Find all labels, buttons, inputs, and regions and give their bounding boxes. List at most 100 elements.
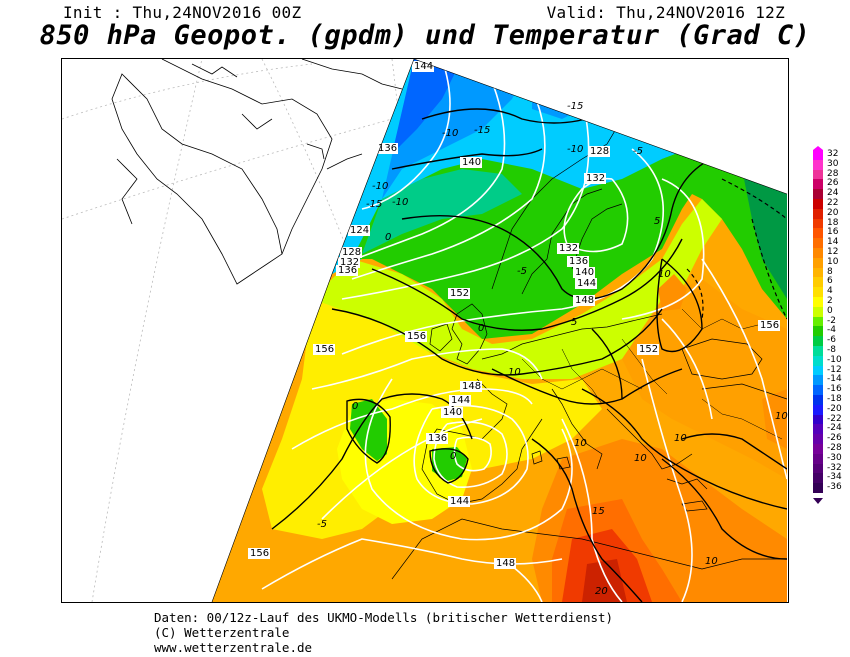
legend-label: -12 (827, 364, 842, 375)
temperature-legend: 32 30 28 26 24 22 20 18 16 14 12 10 8 6 4 2 0 -2 -4 -6 -8 -10… (812, 146, 850, 515)
temperature-label: 10 (674, 433, 687, 444)
legend-entry: -12 (812, 364, 850, 376)
geopotential-label: 144 (451, 395, 470, 406)
legend-label: 10 (827, 256, 839, 267)
temperature-label: 5 (654, 216, 660, 227)
legend-entry: 16 (812, 227, 850, 239)
legend-color-swatch (813, 257, 823, 268)
legend-entry: 14 (812, 237, 850, 248)
legend-entry: -24 (812, 423, 850, 435)
geopotential-label: 132 (559, 243, 578, 254)
geopotential-label: 140 (462, 157, 481, 168)
legend-entry: 28 (812, 169, 850, 180)
geopotential-label: 140 (575, 267, 594, 278)
legend-entry: -34 (812, 472, 850, 484)
legend-label: 6 (827, 276, 833, 287)
geopotential-label: 144 (577, 278, 596, 289)
legend-label: -6 (827, 335, 836, 346)
legend-entry: -22 (812, 414, 850, 425)
legend-color-swatch (813, 336, 823, 346)
legend-color-swatch (813, 395, 823, 405)
legend-label: -28 (827, 443, 842, 453)
legend-color-swatch (813, 306, 823, 317)
legend-entry: 24 (812, 188, 850, 199)
legend-color-swatch (813, 414, 823, 425)
legend-label: -24 (827, 423, 842, 434)
geopotential-label: 144 (450, 496, 469, 507)
legend-entry: -30 (812, 452, 850, 464)
temperature-label: -5 (633, 146, 643, 157)
legend-entry: 4 (812, 286, 850, 297)
temperature-label: 0 (352, 401, 358, 412)
legend-entry: -26 (812, 433, 850, 444)
geopotential-label: 144 (414, 61, 433, 72)
legend-label: -32 (827, 462, 842, 473)
legend-color-swatch (813, 208, 823, 219)
valid-time-label: Valid: Thu,24NOV2016 12Z (546, 3, 785, 22)
temperature-label: -15 (474, 125, 490, 136)
legend-entry: 22 (812, 198, 850, 209)
temperature-label: 10 (705, 556, 718, 567)
legend-label: 14 (827, 237, 839, 248)
temperature-label: 10 (574, 438, 587, 449)
legend-label: 0 (827, 305, 833, 316)
legend-entry: 10 (812, 256, 850, 268)
temperature-label: 20 (595, 586, 608, 597)
legend-color-swatch (813, 404, 823, 415)
temperature-label: 10 (634, 453, 647, 464)
legend-label: -36 (827, 482, 842, 493)
temperature-isotherms (271, 104, 787, 602)
temperature-label: 5 (571, 317, 577, 328)
legend-entry: 30 (812, 159, 850, 170)
temperature-label: -10 (442, 128, 458, 139)
legend-entry: 8 (812, 267, 850, 278)
geopotential-label: 156 (760, 320, 779, 331)
legend-color-swatch (813, 483, 823, 493)
legend-color-swatch (813, 228, 823, 239)
legend-entry: 2 (812, 296, 850, 307)
legend-color-swatch (813, 385, 823, 395)
copyright-note: (C) Wetterzentrale (154, 625, 290, 640)
coastlines-europe (391, 68, 787, 580)
geopotential-label: 156 (250, 548, 269, 559)
legend-entry: -20 (812, 404, 850, 415)
geopotential-label: 128 (590, 146, 609, 157)
legend-color-swatch (813, 189, 823, 199)
geopotential-label: 136 (569, 256, 588, 267)
temperature-label-group: -15 -10 -15 -10 -5 -10 -15 -10 -5 0 0 5 … (317, 101, 788, 597)
legend-label: 4 (827, 286, 833, 297)
legend-entry: -32 (812, 462, 850, 474)
legend-label: 18 (827, 217, 839, 228)
legend-color-swatch (813, 434, 823, 444)
legend-label: -2 (827, 315, 836, 326)
geopotential-label: 148 (462, 381, 481, 392)
legend-entry: 20 (812, 208, 850, 219)
legend-label: -26 (827, 433, 842, 444)
geopotential-label: 124 (350, 225, 369, 236)
legend-entry: 18 (812, 217, 850, 229)
legend-entry: -16 (812, 384, 850, 395)
legend-entry: -28 (812, 443, 850, 454)
legend-label: -34 (827, 472, 842, 483)
geopotential-label: 128 (342, 247, 361, 258)
legend-label: -10 (827, 354, 842, 365)
legend-color-swatch (813, 424, 823, 435)
geopotential-label: 156 (315, 344, 334, 355)
geopotential-label: 148 (575, 295, 594, 306)
footer-credits: Daten: 00/12z-Lauf des UKMO-Modells (bri… (154, 610, 613, 655)
legend-color-swatch (813, 248, 823, 258)
legend-label: -16 (827, 384, 842, 395)
legend-entry: -18 (812, 394, 850, 405)
website-link[interactable]: www.wetterzentrale.de (154, 640, 313, 655)
temperature-label: 10 (658, 269, 671, 280)
legend-entry: -4 (812, 325, 850, 337)
legend-color-swatch (813, 444, 823, 454)
temperature-label: -10 (567, 144, 583, 155)
geopotential-label: 156 (407, 331, 426, 342)
legend-color-swatch (813, 150, 823, 160)
legend-label: -30 (827, 452, 842, 463)
temperature-isotherms-dashed (686, 178, 787, 320)
legend-entry: 32 (812, 149, 850, 160)
temperature-label: 0 (385, 232, 391, 243)
legend-entry: 12 (812, 247, 850, 258)
